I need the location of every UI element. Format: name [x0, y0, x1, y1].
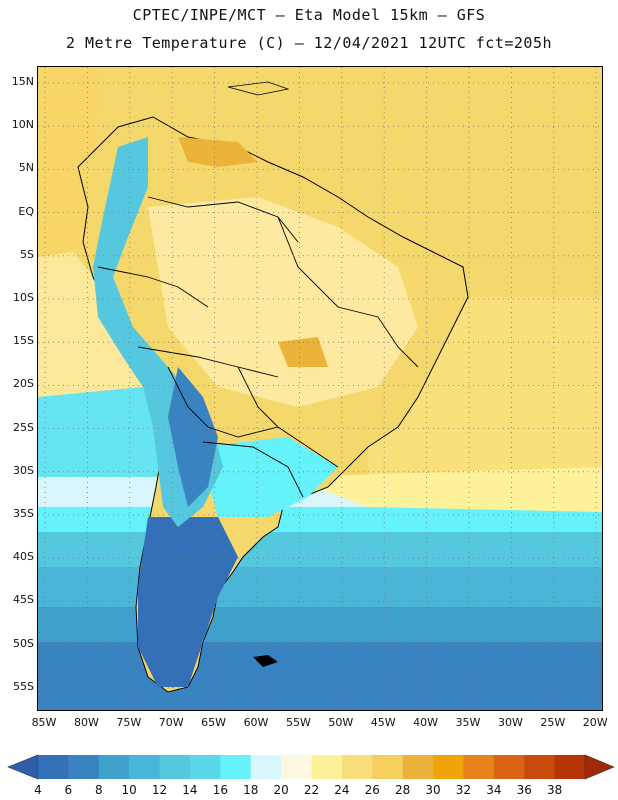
map-subtitle: 2 Metre Temperature (C) – 12/04/2021 12U…: [65, 34, 553, 52]
lon-label: 70W: [158, 716, 184, 729]
lon-label: 35W: [455, 716, 481, 729]
lon-label: 30W: [497, 716, 523, 729]
colorbar-tick-label: 38: [546, 783, 563, 797]
colorbar-tick-label: 34: [486, 783, 502, 797]
lat-label: 55S: [13, 679, 34, 693]
colorbar-swatch: [372, 755, 404, 779]
map-title: CPTEC/INPE/MCT – Eta Model 15km – GFS: [132, 6, 486, 24]
colorbar-high-arrow: [584, 754, 615, 780]
south-ocean-4: [38, 567, 602, 612]
colorbar-tick-label: 4: [34, 783, 42, 797]
lat-label: 10S: [13, 291, 34, 304]
lon-label: 45W: [370, 716, 396, 729]
lon-label: 60W: [243, 716, 269, 729]
colorbar-tick-label: 10: [121, 783, 137, 797]
lat-label: 30S: [13, 463, 34, 477]
colorbar-swatch: [311, 755, 343, 779]
north-hotspot: [178, 137, 258, 167]
lon-label: 55W: [285, 716, 311, 729]
colorbar-swatch: [250, 755, 282, 779]
colorbar-swatch: [554, 755, 586, 779]
colorbar-tick-label: 14: [182, 783, 198, 797]
lat-label: 40S: [13, 550, 34, 564]
colorbar-tick-label: 26: [364, 783, 380, 797]
lat-label: 10N: [11, 118, 34, 132]
colorbar-swatch: [281, 755, 312, 779]
lat-label: 35S: [13, 507, 34, 520]
country-borders: [97, 196, 419, 498]
lat-label: 15N: [11, 75, 34, 88]
lat-label: 25S: [13, 420, 34, 434]
colorbar-swatch: [433, 755, 464, 779]
lon-label: 80W: [73, 716, 99, 729]
south-ocean-3: [38, 532, 602, 572]
lon-label: 50W: [328, 716, 354, 729]
colorbar-tick-label: 28: [395, 783, 411, 797]
colorbar-swatch: [129, 755, 161, 779]
colorbar-tick-label: 12: [151, 783, 168, 797]
lat-label: 5S: [20, 247, 34, 261]
caribbean-islands: [227, 81, 290, 96]
colorbar-swatch: [189, 755, 221, 779]
lat-label: 50S: [13, 636, 34, 650]
colorbar-swatch: [524, 755, 556, 779]
colorbar-low-arrow: [7, 754, 39, 780]
south-ocean-6: [38, 642, 602, 710]
lat-label: 45S: [13, 593, 34, 607]
lon-label: 25W: [540, 716, 566, 729]
pacific-warm: [38, 67, 98, 257]
colorbar-swatch: [159, 755, 191, 779]
colorbar-swatch: [493, 755, 525, 779]
colorbar-swatch: [463, 755, 495, 779]
map-panel: [37, 66, 603, 711]
colorbar-tick-label: 22: [303, 783, 320, 797]
lon-label: 85W: [31, 716, 57, 729]
lon-label: 40W: [413, 716, 439, 729]
colorbar-tick-label: 20: [273, 783, 289, 797]
temperature-map: [38, 67, 602, 710]
atlantic-warm-wedge: [288, 467, 602, 512]
colorbar-tick-label: 6: [64, 783, 73, 797]
colorbar-swatch: [68, 755, 100, 779]
lat-label: 5N: [18, 161, 34, 175]
lat-label: 20S: [13, 377, 34, 391]
central-hotspot: [278, 337, 328, 367]
lon-label: 20W: [582, 716, 608, 729]
colorbar-tick-label: 36: [516, 783, 532, 797]
andes-colder: [168, 367, 218, 507]
colorbar-swatch: [38, 755, 69, 779]
colorbar-swatch: [341, 755, 373, 779]
lat-label: EQ: [18, 204, 34, 218]
colorbar-swatch: [402, 755, 434, 779]
lon-label: 75W: [116, 716, 142, 729]
lat-label: 15S: [13, 334, 34, 348]
colorbar-tick-label: 32: [455, 783, 472, 797]
colorbar-tick-label: 18: [243, 783, 259, 797]
colorbar: [7, 754, 615, 780]
colorbar-swatch: [98, 755, 130, 779]
lon-label: 65W: [201, 716, 227, 729]
falkland-islands: [253, 655, 278, 667]
colorbar-tick-label: 16: [212, 783, 228, 797]
south-ocean-5: [38, 607, 602, 647]
colorbar-tick-label: 24: [334, 783, 350, 797]
colorbar-tick-label: 8: [94, 783, 103, 797]
colorbar-swatch: [220, 755, 252, 779]
colorbar-tick-label: 30: [425, 783, 441, 797]
interior-warm: [148, 197, 418, 407]
